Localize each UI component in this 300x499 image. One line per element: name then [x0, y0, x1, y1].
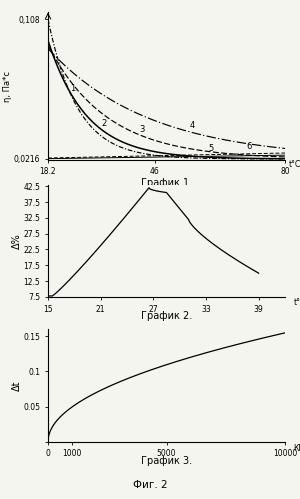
- Text: КМ: КМ: [293, 445, 300, 454]
- Text: 6: 6: [247, 142, 252, 151]
- Text: График 2.: График 2.: [141, 311, 192, 321]
- Y-axis label: Δ%: Δ%: [12, 233, 22, 249]
- Y-axis label: η, Па*с: η, Па*с: [4, 70, 13, 102]
- Text: График 3.: График 3.: [141, 456, 192, 466]
- Text: 2: 2: [101, 119, 106, 128]
- Text: 4: 4: [189, 121, 194, 130]
- Text: Фиг. 2: Фиг. 2: [133, 480, 167, 490]
- Text: t°C: t°C: [294, 298, 300, 307]
- Text: График 1.: График 1.: [141, 178, 192, 188]
- Text: 3: 3: [139, 125, 145, 134]
- Text: t°C: t°C: [289, 160, 300, 169]
- Y-axis label: Δt: Δt: [12, 380, 22, 391]
- Text: 5: 5: [208, 144, 214, 154]
- Text: 1: 1: [70, 84, 76, 93]
